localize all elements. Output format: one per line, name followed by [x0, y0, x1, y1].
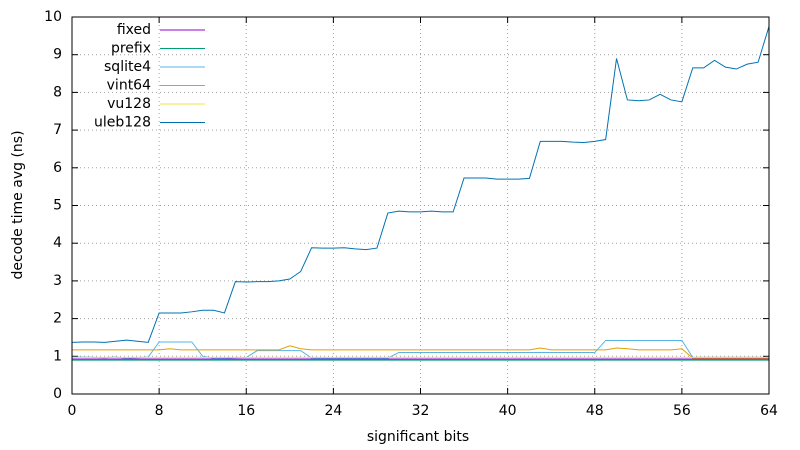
- legend-label: fixed: [117, 22, 151, 38]
- plot-border: [71, 16, 770, 395]
- x-tick-label: 32: [412, 403, 430, 419]
- y-tick-label: 2: [53, 311, 62, 327]
- series-line: [72, 339, 769, 359]
- legend-label: vint64: [107, 78, 151, 94]
- y-tick-label: 3: [53, 273, 62, 289]
- y-tick-label: 1: [53, 348, 62, 364]
- y-tick-label: 10: [44, 9, 62, 25]
- x-tick-label: 40: [499, 403, 517, 419]
- legend-label: vu128: [107, 96, 151, 112]
- y-tick-label: 9: [53, 47, 62, 63]
- y-tick-label: 8: [53, 84, 62, 100]
- y-tick-label: 6: [53, 160, 62, 176]
- y-tick-label: 4: [53, 235, 62, 251]
- x-tick-label: 16: [237, 403, 255, 419]
- y-tick-label: 0: [53, 386, 62, 402]
- x-tick-label: 24: [324, 403, 342, 419]
- x-tick-label: 8: [155, 403, 164, 419]
- x-axis-label: significant bits: [367, 429, 469, 445]
- x-tick-label: 56: [673, 403, 691, 419]
- series-line: [71, 26, 770, 343]
- y-axis-label: decode time avg (ns): [10, 130, 26, 279]
- legend-label: prefix: [111, 41, 151, 57]
- series-line: [72, 345, 769, 359]
- x-tick-label: 48: [586, 403, 604, 419]
- x-tick-label: 0: [68, 403, 77, 419]
- x-tick-label: 64: [760, 403, 778, 419]
- y-tick-label: 7: [53, 122, 62, 138]
- legend-label: uleb128: [94, 115, 151, 131]
- y-tick-label: 5: [53, 198, 62, 214]
- legend-label: sqlite4: [104, 59, 151, 75]
